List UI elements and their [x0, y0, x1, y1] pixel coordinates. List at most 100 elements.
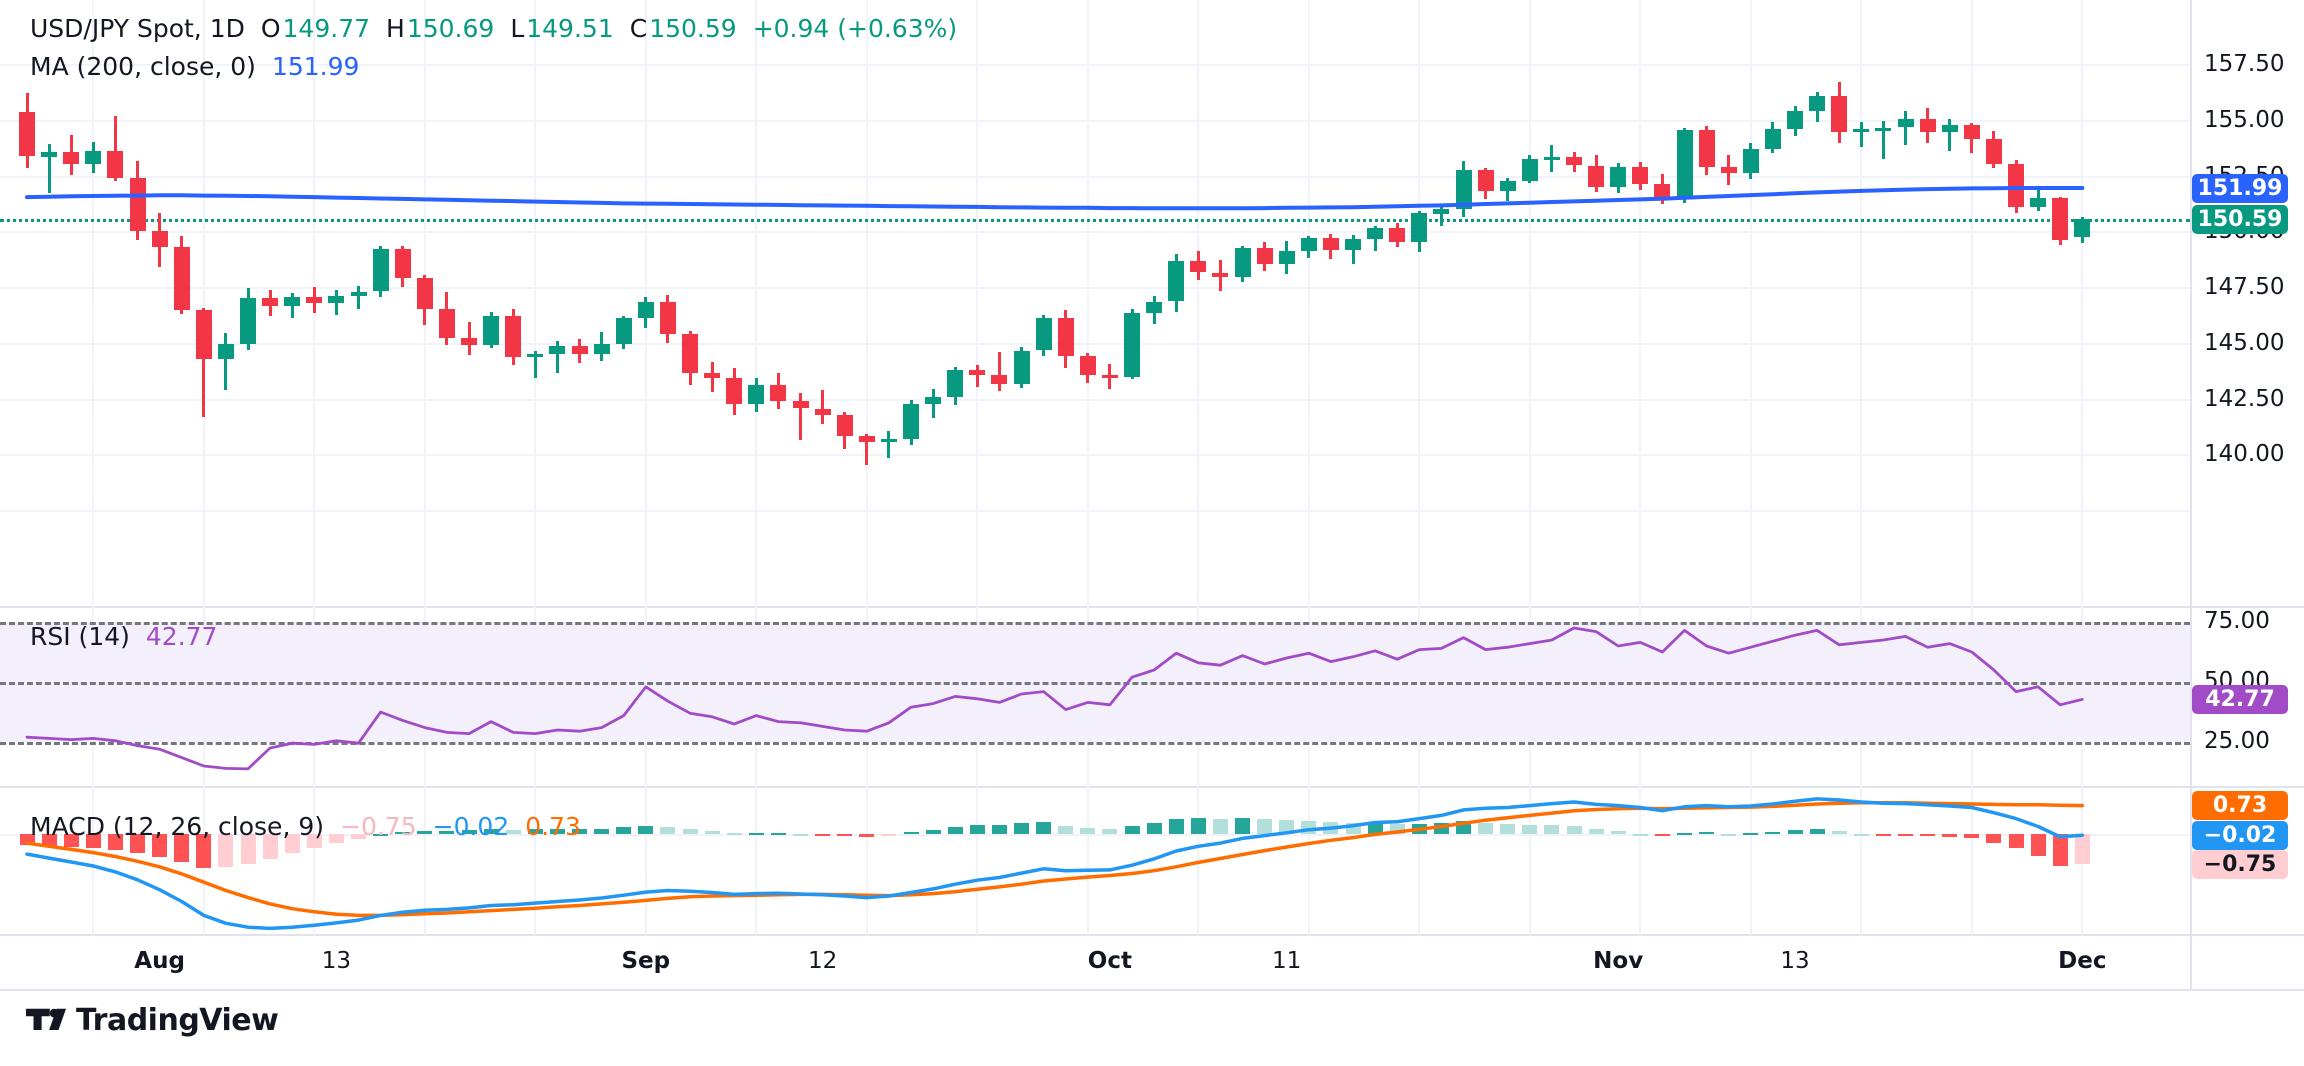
candle-body — [483, 316, 500, 345]
macd-histogram-bar — [1853, 833, 1869, 836]
rsi-legend-row[interactable]: RSI (14) 42.77 — [30, 622, 217, 651]
time-axis-label[interactable]: Sep — [621, 948, 671, 974]
price-axis-border — [2190, 0, 2192, 990]
macd-histogram-bar — [1699, 832, 1715, 835]
macd-histogram-bar — [594, 828, 610, 835]
macd-histogram-bar — [1102, 828, 1118, 835]
candle-body — [880, 438, 897, 442]
macd-histogram-bar — [1787, 830, 1803, 835]
macd-histogram-bar — [1654, 834, 1670, 837]
candle-body — [1477, 169, 1494, 192]
grid-line-vertical — [313, 0, 316, 935]
candle-body — [85, 151, 102, 165]
candle-body — [593, 343, 610, 354]
macd-histogram-bar — [1411, 823, 1427, 835]
candle-wick — [997, 351, 1001, 391]
time-axis-label[interactable]: Oct — [1087, 948, 1132, 974]
candle-body — [836, 415, 853, 437]
candle-body — [1013, 350, 1030, 384]
candle-body — [1831, 96, 1848, 132]
macd-histogram-bar — [837, 834, 853, 837]
candle-body — [1610, 166, 1627, 187]
candle-body — [1632, 166, 1649, 185]
macd-histogram-bar — [2008, 834, 2024, 849]
macd-histogram-bar — [1345, 822, 1361, 835]
symbol-title: USD/JPY Spot, 1D — [30, 14, 245, 43]
candle-wick — [113, 116, 117, 182]
macd-histogram-bar — [726, 833, 742, 836]
time-axis-label[interactable]: Nov — [1593, 948, 1644, 974]
last-price-badge: 150.59 — [2192, 204, 2288, 234]
rsi-level-line — [0, 682, 2190, 685]
grid-line-horizontal — [0, 454, 2190, 457]
grid-line-vertical — [755, 0, 758, 935]
macd-histogram-bar — [793, 834, 808, 836]
candle-body — [792, 400, 809, 409]
time-axis-label[interactable]: 13 — [1780, 948, 1810, 974]
macd-histogram-bar — [1279, 820, 1295, 835]
macd-histogram-bar — [925, 829, 941, 835]
grid-line-horizontal — [0, 175, 2190, 178]
ohlc-open: O 149.77 — [260, 14, 371, 43]
candle-body — [394, 249, 411, 279]
candle-body — [1212, 272, 1229, 277]
candle-body — [2074, 219, 2091, 238]
grid-line-vertical — [1639, 0, 1642, 935]
candle-body — [571, 346, 588, 354]
candle-body — [726, 378, 743, 404]
candle-body — [1853, 128, 1870, 132]
macd-histogram-bar — [638, 826, 654, 835]
macd-histogram-bar — [1080, 827, 1096, 835]
macd-histogram-bar — [1566, 825, 1582, 835]
tradingview-logo[interactable]: TradingView — [26, 1002, 279, 1038]
symbol-legend-row[interactable]: USD/JPY Spot, 1D O 149.77 H 150.69 L 149.51… — [30, 14, 957, 43]
macd-histogram-bar — [2074, 834, 2090, 864]
candle-body — [682, 333, 698, 373]
candle-body — [1543, 156, 1560, 160]
macd-histogram-bar — [1875, 834, 1891, 837]
candle-body — [1720, 166, 1737, 174]
candle-body — [991, 375, 1008, 384]
candle-wick — [555, 340, 559, 373]
candle-body — [770, 385, 787, 401]
candle-body — [1146, 301, 1163, 313]
grid-line-vertical — [202, 0, 205, 935]
rsi-level-line — [0, 622, 2190, 625]
candle-body — [1367, 227, 1384, 240]
candle-body — [1234, 248, 1251, 277]
ohlc-close: C 150.59 — [629, 14, 737, 43]
macd-signal-value: 0.73 — [525, 812, 581, 841]
ma-legend-row[interactable]: MA (200, close, 0) 151.99 — [30, 52, 359, 81]
candle-wick — [821, 389, 825, 425]
macd-histogram-bar — [1544, 824, 1560, 835]
candle-wick — [975, 365, 979, 388]
macd-histogram-bar — [1212, 819, 1228, 835]
candle-wick — [799, 392, 802, 440]
macd-histogram-bar — [682, 828, 698, 835]
grid-line-vertical — [1860, 0, 1863, 935]
macd-histogram-bar — [1964, 834, 1980, 838]
candle-body — [151, 231, 168, 247]
candle-body — [1897, 118, 1914, 128]
candle-body — [1411, 213, 1428, 243]
candle-body — [1455, 169, 1472, 209]
macd-legend-row[interactable]: MACD (12, 26, close, 9) −0.75 −0.02 0.73 — [30, 812, 581, 841]
macd-histogram-bar — [1168, 818, 1184, 835]
time-axis-label[interactable]: 12 — [807, 948, 838, 974]
macd-histogram-bar — [1588, 829, 1604, 835]
macd-value-badge: −0.02 — [2192, 820, 2288, 850]
macd-hist-badge: −0.75 — [2192, 849, 2288, 879]
time-axis-label[interactable]: Aug — [134, 948, 185, 974]
candle-wick — [357, 285, 360, 310]
candle-body — [1676, 129, 1693, 197]
time-axis-label[interactable]: Dec — [2058, 948, 2107, 974]
grid-line-horizontal — [0, 342, 2190, 345]
ma-value: 151.99 — [271, 52, 360, 81]
time-axis-label[interactable]: 13 — [321, 948, 352, 974]
candle-body — [2030, 197, 2047, 207]
time-axis-label[interactable]: 11 — [1272, 948, 1302, 974]
rsi-axis-label: 75.00 — [2204, 608, 2270, 634]
pane-separator — [0, 606, 2304, 608]
candle-body — [1787, 110, 1803, 129]
